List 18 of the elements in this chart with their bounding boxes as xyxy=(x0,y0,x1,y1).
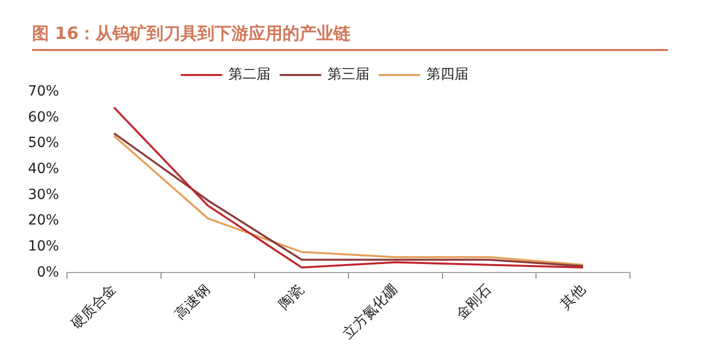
x-tick-label: 立方氮化硼 xyxy=(340,282,401,342)
x-tick-label: 陶瓷 xyxy=(276,282,308,313)
y-tick-label: 60% xyxy=(28,109,60,126)
y-tick-label: 0% xyxy=(36,264,60,280)
x-tick-label: 硬质合金 xyxy=(68,282,120,333)
legend-label: 第二届 xyxy=(228,66,270,83)
legend-label: 第四届 xyxy=(426,66,468,83)
legend-label: 第三届 xyxy=(328,66,370,83)
x-tick-label: 金刚石 xyxy=(454,282,495,323)
y-tick-label: 30% xyxy=(28,186,60,203)
y-tick-label: 70% xyxy=(28,84,60,100)
y-tick-label: 10% xyxy=(28,238,60,254)
x-tick-label: 其他 xyxy=(557,282,588,313)
chart-title: 图 16：从钨矿到刀具到下游应用的产业链 xyxy=(32,22,668,51)
y-tick-label: 20% xyxy=(28,212,60,229)
y-tick-label: 50% xyxy=(28,135,60,152)
y-tick-label: 40% xyxy=(28,161,60,178)
x-tick-label: 高速钢 xyxy=(172,282,214,323)
